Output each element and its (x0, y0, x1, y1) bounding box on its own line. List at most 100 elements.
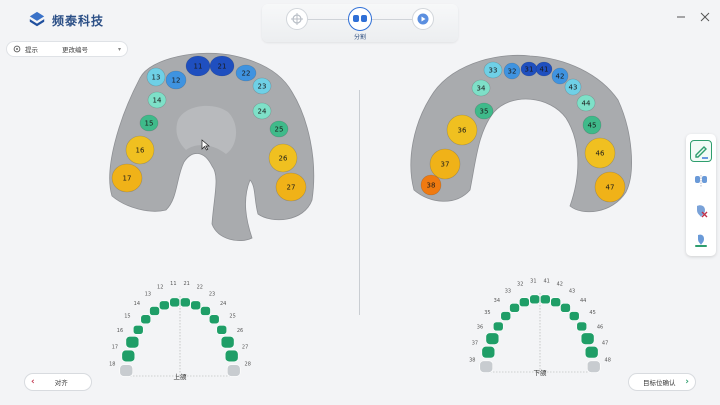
step-crosshair[interactable] (286, 8, 308, 30)
lower-tooth-41[interactable]: 41 (535, 61, 553, 77)
lower-tooth-45[interactable]: 45 (582, 115, 602, 135)
lower-tooth-33[interactable]: 33 (483, 61, 503, 79)
chart-tooth-35[interactable]: 35 (484, 310, 504, 332)
chart-tooth-25[interactable]: 25 (216, 313, 236, 335)
upper-tooth-24[interactable]: 24 (252, 102, 272, 120)
split-tooth-tool[interactable] (690, 170, 712, 192)
lower-tooth-36[interactable]: 36 (446, 114, 478, 146)
chart-tooth-43[interactable]: 43 (560, 288, 575, 313)
upper-tooth-26[interactable]: 26 (268, 143, 298, 173)
upper-tooth-14[interactable]: 14 (147, 91, 167, 109)
confirm-target-button[interactable]: 目标位确认 › (628, 373, 696, 391)
chart-tooth-number: 16 (117, 328, 123, 334)
lower-tooth-31[interactable]: 31 (520, 61, 538, 77)
chart-tooth-22[interactable]: 22 (190, 285, 203, 311)
hint-renumber-control[interactable]: 提示 更改编号 ▾ (6, 41, 128, 57)
chart-tooth-41[interactable]: 41 (539, 278, 551, 305)
back-align-button[interactable]: ‹ 对齐 (24, 373, 92, 391)
chart-tooth-16[interactable]: 16 (117, 328, 140, 349)
minimize-icon[interactable] (676, 12, 686, 22)
lower-tooth-44[interactable]: 44 (576, 94, 596, 112)
chevron-down-icon: ▾ (117, 45, 121, 53)
lower-tooth-label: 33 (489, 67, 498, 75)
chart-tooth-number: 33 (505, 288, 511, 294)
chart-tooth-14[interactable]: 14 (134, 301, 152, 325)
chart-tooth-48[interactable]: 48 (586, 358, 611, 373)
upper-tooth-16[interactable]: 16 (125, 135, 155, 165)
lower-tooth-34[interactable]: 34 (471, 79, 491, 97)
chart-tooth-21[interactable]: 21 (179, 281, 191, 308)
chart-tooth-13[interactable]: 13 (145, 291, 160, 316)
upper-tooth-27[interactable]: 27 (275, 172, 307, 202)
lower-tooth-label: 46 (596, 150, 605, 158)
lower-tooth-32[interactable]: 32 (503, 62, 521, 80)
chart-tooth-number: 38 (469, 358, 475, 364)
chart-tooth-34[interactable]: 34 (494, 298, 512, 321)
chart-tooth-number: 43 (569, 288, 575, 294)
chart-tooth-number: 44 (580, 298, 586, 304)
chart-tooth-45[interactable]: 45 (576, 310, 596, 332)
lower-tooth-label: 42 (556, 73, 565, 81)
chart-tooth-46[interactable]: 46 (580, 325, 603, 345)
chart-tooth-15[interactable]: 15 (124, 313, 144, 335)
lower-tooth-35[interactable]: 35 (474, 102, 494, 120)
lower-tooth-label: 37 (441, 161, 450, 169)
close-icon[interactable] (700, 12, 710, 22)
upper-tooth-12[interactable]: 12 (165, 70, 187, 90)
chart-tooth-11[interactable]: 11 (169, 281, 181, 308)
chart-tooth-37[interactable]: 37 (472, 341, 496, 359)
chart-tooth-number: 21 (183, 281, 189, 287)
chart-tooth-number: 17 (112, 344, 118, 350)
upper-tooth-label: 23 (258, 83, 267, 91)
chart-tooth-number: 35 (484, 310, 490, 316)
lower-tooth-38[interactable]: 38 (420, 174, 442, 196)
chart-tooth-17[interactable]: 17 (112, 344, 136, 363)
lower-tooth-label: 35 (480, 108, 489, 116)
chart-tooth-23[interactable]: 23 (200, 291, 215, 316)
chart-tooth-38[interactable]: 38 (469, 358, 494, 373)
upper-tooth-15[interactable]: 15 (139, 114, 159, 132)
upper-tooth-25[interactable]: 25 (269, 120, 289, 138)
remove-tooth-tool[interactable] (690, 200, 712, 222)
chart-tooth-44[interactable]: 44 (568, 298, 586, 321)
lower-tooth-37[interactable]: 37 (429, 148, 461, 180)
renumber-tool[interactable] (690, 140, 712, 162)
chart-tooth-47[interactable]: 47 (584, 341, 608, 359)
upper-tooth-11[interactable]: 11 (185, 55, 211, 77)
lower-tooth-42[interactable]: 42 (551, 67, 569, 85)
chart-tooth-number: 13 (145, 291, 151, 297)
chart-tooth-number: 46 (597, 325, 603, 331)
chart-tooth-24[interactable]: 24 (208, 301, 226, 325)
upper-tooth-17[interactable]: 17 (111, 163, 143, 193)
upper-tooth-23[interactable]: 23 (252, 77, 272, 95)
chevron-right-icon: › (685, 377, 689, 387)
chart-tooth-32[interactable]: 32 (517, 282, 530, 308)
teeth-segment-icon (353, 15, 367, 22)
chart-tooth-number: 31 (530, 278, 536, 284)
chart-tooth-42[interactable]: 42 (550, 282, 563, 308)
upper-tooth-21[interactable]: 21 (209, 55, 235, 77)
lower-tooth-47[interactable]: 47 (594, 171, 626, 203)
gum-tool[interactable] (690, 230, 712, 252)
lower-tooth-46[interactable]: 46 (584, 137, 616, 169)
chart-tooth-number: 15 (124, 313, 130, 319)
lower-tooth-label: 43 (569, 84, 578, 92)
chart-tooth-12[interactable]: 12 (157, 285, 170, 311)
chart-tooth-33[interactable]: 33 (505, 288, 520, 313)
chart-tooth-31[interactable]: 31 (529, 278, 541, 305)
chart-tooth-26[interactable]: 26 (220, 328, 243, 349)
chart-tooth-28[interactable]: 28 (226, 362, 251, 377)
lower-tooth-43[interactable]: 43 (564, 78, 582, 96)
lower-jaw-model[interactable] (410, 54, 632, 213)
upper-tooth-13[interactable]: 13 (146, 67, 166, 87)
step-play[interactable] (412, 8, 434, 30)
tooth-remove-icon (697, 205, 708, 218)
upper-tooth-label: 26 (279, 155, 288, 163)
chart-tooth-18[interactable]: 18 (109, 362, 134, 377)
chart-tooth-36[interactable]: 36 (477, 325, 500, 345)
upper-tooth-label: 14 (153, 97, 162, 105)
step-segment[interactable] (348, 7, 372, 31)
upper-tooth-22[interactable]: 22 (235, 64, 257, 82)
chart-tooth-27[interactable]: 27 (224, 344, 248, 363)
